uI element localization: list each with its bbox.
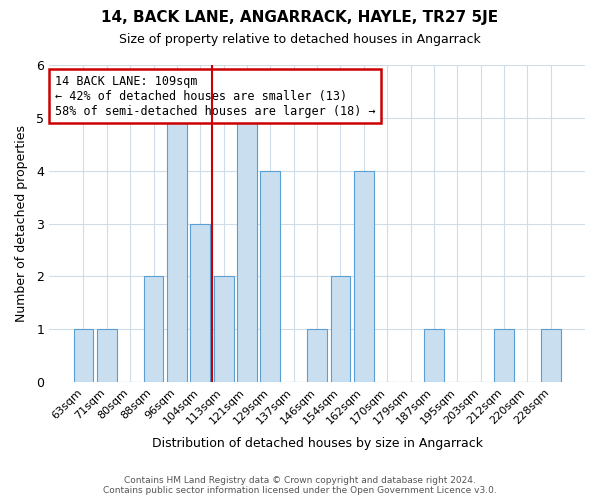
- Text: Size of property relative to detached houses in Angarrack: Size of property relative to detached ho…: [119, 32, 481, 46]
- Bar: [424, 329, 444, 382]
- Text: 14, BACK LANE, ANGARRACK, HAYLE, TR27 5JE: 14, BACK LANE, ANGARRACK, HAYLE, TR27 5J…: [101, 10, 499, 25]
- Bar: [260, 170, 280, 382]
- Bar: [237, 118, 257, 382]
- Bar: [354, 170, 374, 382]
- Bar: [494, 329, 514, 382]
- Bar: [190, 224, 210, 382]
- Text: Contains HM Land Registry data © Crown copyright and database right 2024.
Contai: Contains HM Land Registry data © Crown c…: [103, 476, 497, 495]
- Bar: [74, 329, 94, 382]
- Bar: [167, 118, 187, 382]
- Bar: [331, 276, 350, 382]
- Bar: [97, 329, 117, 382]
- Bar: [541, 329, 560, 382]
- Bar: [214, 276, 233, 382]
- Bar: [307, 329, 327, 382]
- Y-axis label: Number of detached properties: Number of detached properties: [15, 125, 28, 322]
- X-axis label: Distribution of detached houses by size in Angarrack: Distribution of detached houses by size …: [152, 437, 482, 450]
- Bar: [143, 276, 163, 382]
- Text: 14 BACK LANE: 109sqm
← 42% of detached houses are smaller (13)
58% of semi-detac: 14 BACK LANE: 109sqm ← 42% of detached h…: [55, 74, 375, 118]
